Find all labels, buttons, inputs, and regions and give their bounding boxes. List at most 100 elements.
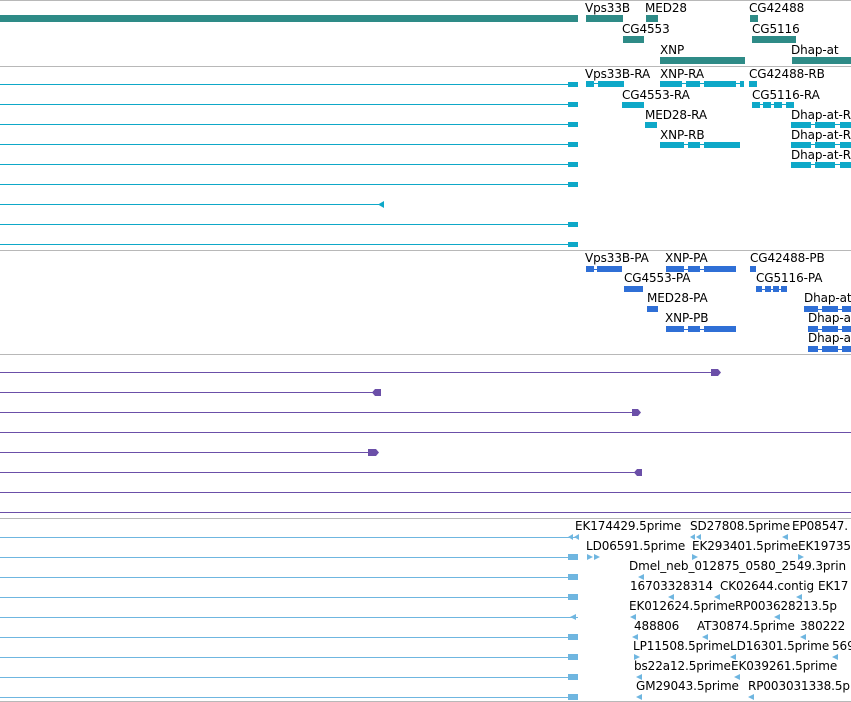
exon-block[interactable] <box>808 346 818 352</box>
gene-label[interactable]: XNP <box>660 43 685 57</box>
transcript-label[interactable]: Vps33B-RA <box>585 67 651 81</box>
gene-label[interactable]: Vps33B <box>585 1 630 15</box>
transcript-label[interactable]: CG42488-PB <box>750 251 825 265</box>
est-line[interactable] <box>0 657 578 658</box>
est-line[interactable] <box>0 597 578 598</box>
gene-label[interactable]: MED28 <box>645 1 687 15</box>
exon-block[interactable] <box>822 346 838 352</box>
transcript-label[interactable]: Dhap-a <box>808 311 851 325</box>
exon-block[interactable] <box>840 122 851 128</box>
est-label[interactable]: EK17 <box>818 579 849 593</box>
transcript-label[interactable]: MED28-RA <box>645 108 708 122</box>
exon-block[interactable] <box>666 266 684 272</box>
transcript-label[interactable]: CG5116-PA <box>756 271 823 285</box>
est-block[interactable] <box>568 694 578 700</box>
transcript-label[interactable]: Dhap-at-R <box>791 148 851 162</box>
est-label[interactable]: EP08547. <box>792 519 849 533</box>
exon-block[interactable] <box>686 81 700 87</box>
exon-block[interactable] <box>647 306 658 312</box>
est-label[interactable]: Dmel_neb_012875_0580_2549.3prin <box>629 559 846 573</box>
transcript-line[interactable] <box>0 84 578 85</box>
est-label[interactable]: SD27808.5prime <box>690 519 791 533</box>
gene-bar[interactable] <box>752 36 796 43</box>
exon-block[interactable] <box>598 81 624 87</box>
est-label[interactable]: RP003031338.5p <box>748 679 850 693</box>
exon-block[interactable] <box>704 266 736 272</box>
est-block[interactable] <box>568 634 578 640</box>
est-label[interactable]: GM29043.5prime <box>636 679 739 693</box>
transcript-line[interactable] <box>660 83 744 84</box>
alignment-line[interactable] <box>0 432 851 433</box>
exon-block[interactable] <box>842 306 851 312</box>
gene-bar[interactable] <box>750 15 758 22</box>
transcript-label[interactable]: XNP-PB <box>665 311 709 325</box>
gene-bar[interactable] <box>660 57 745 64</box>
transcript-label[interactable]: XNP-RA <box>660 67 704 81</box>
alignment-line[interactable] <box>0 412 634 413</box>
est-label[interactable]: 488806 <box>634 619 680 633</box>
transcript-label[interactable]: Vps33B-PA <box>585 251 649 265</box>
alignment-line[interactable] <box>0 472 636 473</box>
est-label[interactable]: EK19735 <box>798 539 851 553</box>
exon-block[interactable] <box>568 102 578 107</box>
transcript-label[interactable]: CG4553-RA <box>622 88 690 102</box>
transcript-line[interactable] <box>752 104 794 105</box>
exon-block[interactable] <box>791 122 811 128</box>
alignment-line[interactable] <box>0 452 370 453</box>
est-label[interactable]: LD06591.5prime <box>586 539 686 553</box>
gene-bar[interactable] <box>646 15 658 22</box>
exon-block[interactable] <box>815 142 835 148</box>
exon-block[interactable] <box>840 162 851 168</box>
exon-block[interactable] <box>822 306 838 312</box>
exon-block[interactable] <box>791 142 811 148</box>
transcript-line[interactable] <box>0 184 578 185</box>
exon-block[interactable] <box>660 142 684 148</box>
exon-block[interactable] <box>688 142 700 148</box>
transcript-line[interactable] <box>0 104 578 105</box>
exon-block[interactable] <box>842 346 851 352</box>
exon-block[interactable] <box>586 266 594 272</box>
exon-block[interactable] <box>756 286 762 292</box>
exon-block[interactable] <box>740 81 744 87</box>
exon-block[interactable] <box>774 102 782 108</box>
exon-block[interactable] <box>773 286 779 292</box>
transcript-line[interactable] <box>660 144 740 145</box>
exon-block[interactable] <box>804 306 818 312</box>
exon-block[interactable] <box>666 326 684 332</box>
exon-block[interactable] <box>586 81 594 87</box>
transcript-label[interactable]: CG5116-RA <box>752 88 820 102</box>
transcript-label[interactable]: Dhap-at <box>804 291 851 305</box>
exon-block[interactable] <box>704 142 740 148</box>
transcript-line[interactable] <box>756 289 786 290</box>
exon-block[interactable] <box>568 122 578 127</box>
gene-label[interactable]: Dhap-at <box>791 43 839 57</box>
transcript-line[interactable] <box>0 144 578 145</box>
exon-block[interactable] <box>765 286 771 292</box>
exon-block[interactable] <box>822 326 838 332</box>
exon-block[interactable] <box>842 326 851 332</box>
exon-block[interactable] <box>763 102 771 108</box>
transcript-label[interactable]: MED28-PA <box>647 291 708 305</box>
exon-block[interactable] <box>622 102 644 108</box>
exon-block[interactable] <box>815 162 835 168</box>
est-line[interactable] <box>0 637 578 638</box>
exon-block[interactable] <box>568 242 578 247</box>
transcript-line[interactable] <box>666 269 736 270</box>
transcript-label[interactable]: Dhap-at-R <box>791 108 851 122</box>
transcript-line[interactable] <box>0 244 578 245</box>
exon-block[interactable] <box>660 81 682 87</box>
transcript-label[interactable]: Dhap-a <box>808 331 851 345</box>
exon-block[interactable] <box>568 82 578 87</box>
alignment-line[interactable] <box>0 392 374 393</box>
exon-block[interactable] <box>750 266 756 272</box>
est-line[interactable] <box>0 537 578 538</box>
gene-bar[interactable] <box>586 15 623 22</box>
exon-block[interactable] <box>568 182 578 187</box>
est-block[interactable] <box>568 674 578 680</box>
est-label[interactable]: 380222 <box>800 619 846 633</box>
est-label[interactable]: EK293401.5prime <box>692 539 799 553</box>
exon-block[interactable] <box>786 102 794 108</box>
est-label[interactable]: bs22a12.5prime <box>634 659 731 673</box>
est-block[interactable] <box>568 654 578 660</box>
exon-block[interactable] <box>688 326 700 332</box>
